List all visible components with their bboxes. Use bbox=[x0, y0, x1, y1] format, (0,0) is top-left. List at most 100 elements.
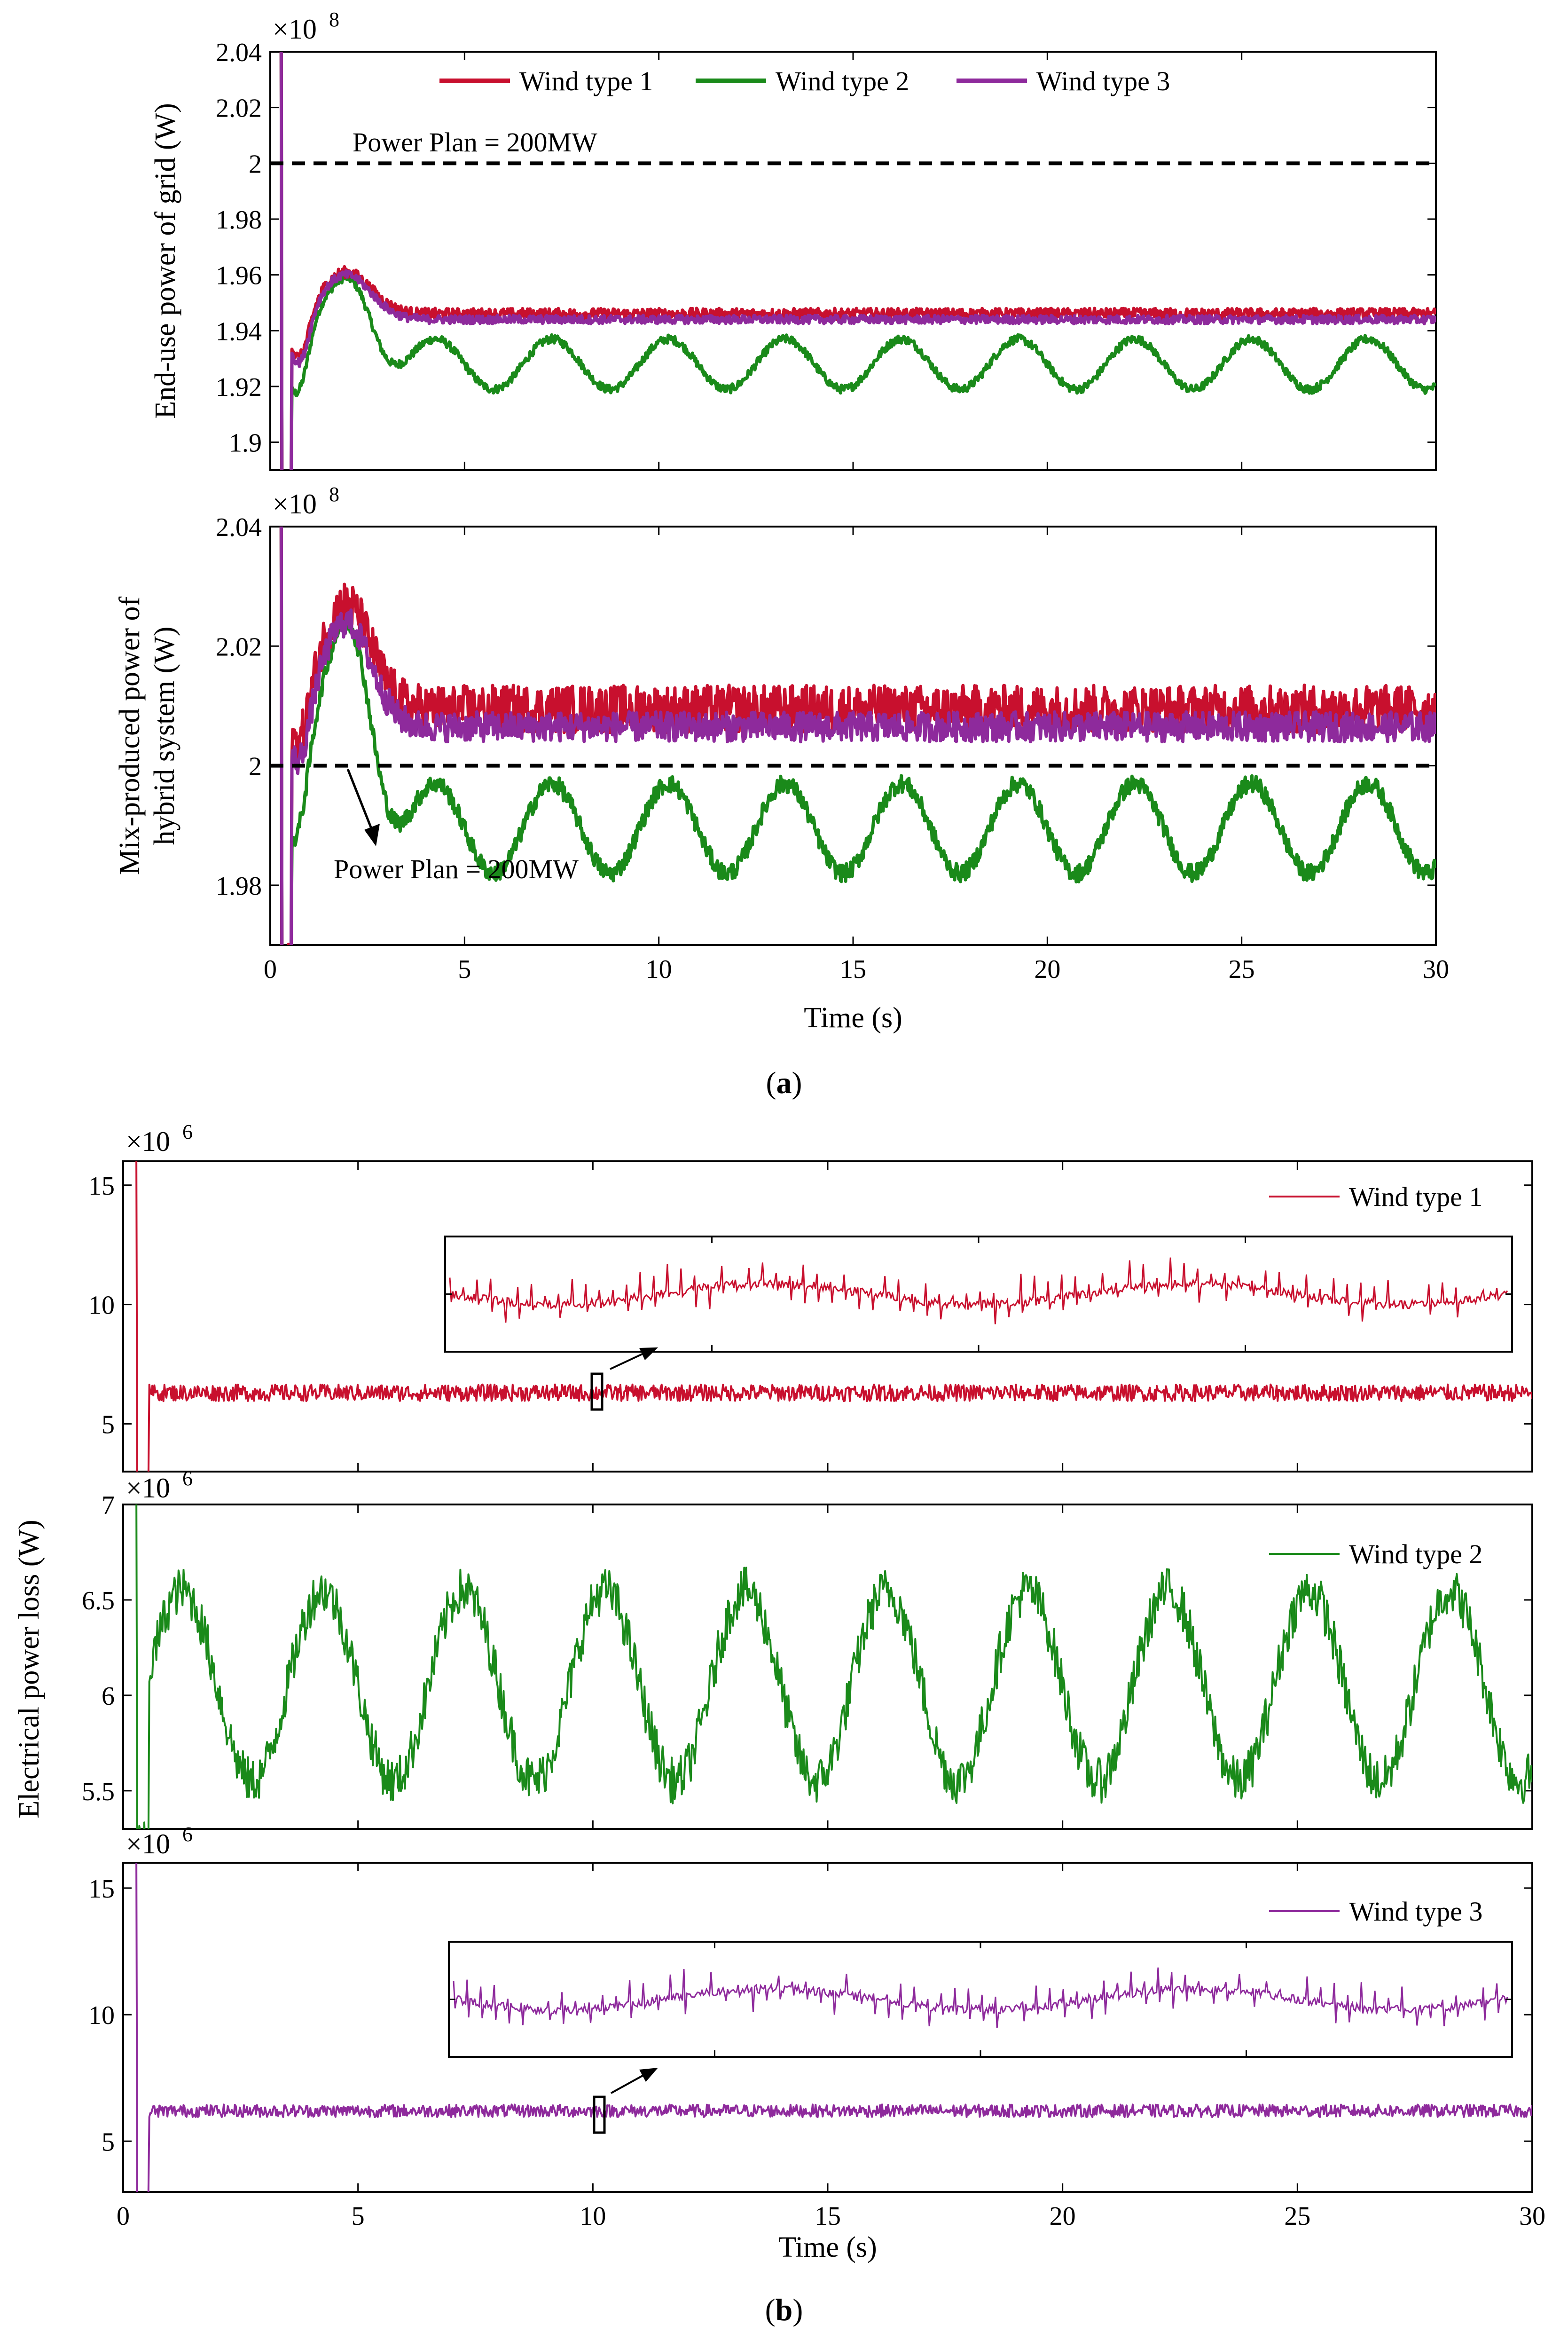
legend-label-b3: Wind type 3 bbox=[1349, 1896, 1482, 1927]
x-tick-label: 15 bbox=[815, 2202, 841, 2231]
plot-b2 bbox=[135, 1504, 1532, 1829]
x-tick-label: 25 bbox=[1284, 2202, 1310, 2231]
y-tick-label: 10 bbox=[88, 2001, 115, 2030]
inset-plot-b3 bbox=[449, 1942, 1512, 2057]
exponent-b2: ×10 bbox=[126, 1473, 170, 1504]
y-tick-label: 1.96 bbox=[216, 261, 262, 291]
legend-b1: Wind type 1 bbox=[1269, 1181, 1482, 1212]
y-tick-label: 2.02 bbox=[216, 632, 262, 662]
series-line bbox=[135, 1161, 1532, 1472]
panel-b1: ×10 6 5 10 15 Wind type 1 bbox=[88, 1120, 1533, 1473]
ylabel-a2-line1: Mix-produced power of bbox=[114, 597, 146, 875]
ticks-b2: 5.5 6 6.5 7 bbox=[82, 1491, 1533, 1829]
legend-b2: Wind type 2 bbox=[1250, 1535, 1523, 1573]
y-tick-label: 1.9 bbox=[229, 429, 262, 458]
x-tick-label: 30 bbox=[1519, 2202, 1545, 2231]
x-tick-label: 10 bbox=[580, 2202, 606, 2231]
y-tick-label: 2.02 bbox=[216, 94, 262, 123]
ticks-b1: 5 10 15 bbox=[88, 1161, 1533, 1472]
exponent-b2-sup: 6 bbox=[182, 1467, 193, 1490]
plot-b1 bbox=[135, 1161, 1532, 1472]
x-tick-label: 5 bbox=[352, 2202, 365, 2231]
y-tick-label: 2.04 bbox=[216, 38, 262, 67]
inset-frame-b3 bbox=[448, 1941, 1513, 2058]
plot-b3 bbox=[135, 1863, 1532, 2192]
series-line bbox=[279, 52, 1436, 470]
panel-b3: ×10 6 0 5 10 15 20 25 30 5 10 15 Wind type 3 Time… bbox=[88, 1823, 1545, 2263]
series-line bbox=[279, 52, 1436, 470]
y-tick-label: 1.94 bbox=[216, 317, 262, 346]
y-tick-label: 1.98 bbox=[216, 872, 262, 901]
ylabel-a1: End-use power of grid (W) bbox=[149, 103, 181, 418]
ticks-a1: 1.9 1.92 1.94 1.96 1.98 2 2.02 2.04 bbox=[216, 38, 1437, 470]
x-tick-label: 20 bbox=[1050, 2202, 1076, 2231]
series-line bbox=[135, 1504, 1532, 1829]
x-tick-label: 10 bbox=[646, 955, 672, 984]
zoom-box-b1 bbox=[590, 1372, 604, 1411]
y-tick-label: 6.5 bbox=[82, 1586, 115, 1615]
y-tick-label: 1.92 bbox=[216, 373, 262, 402]
series-line bbox=[279, 527, 1436, 945]
legend-label-wind1: Wind type 1 bbox=[519, 66, 653, 96]
series-line bbox=[135, 1863, 1532, 2192]
y-tick-label: 10 bbox=[88, 1291, 115, 1320]
exponent-a2-sup: 8 bbox=[329, 483, 339, 506]
annotation-plan-a1: Power Plan = 200MW bbox=[353, 127, 597, 158]
plot-a1 bbox=[270, 52, 1436, 470]
y-tick-label: 5.5 bbox=[82, 1777, 115, 1806]
x-tick-label: 5 bbox=[458, 955, 471, 984]
x-tick-label: 0 bbox=[117, 2202, 130, 2231]
x-tick-label: 20 bbox=[1034, 955, 1060, 984]
exponent-a1-sup: 8 bbox=[329, 8, 339, 31]
plot-a2 bbox=[270, 527, 1436, 945]
exponent-b3: ×10 bbox=[126, 1828, 170, 1859]
legend-b3: Wind type 3 bbox=[1269, 1896, 1482, 1927]
exponent-b1: ×10 bbox=[126, 1126, 170, 1157]
legend-label-wind2: Wind type 2 bbox=[776, 66, 909, 96]
series-line bbox=[279, 527, 1436, 945]
axes-a1 bbox=[269, 51, 1437, 471]
zoom-arrow-b1 bbox=[610, 1347, 658, 1370]
legend-label-b1: Wind type 1 bbox=[1349, 1181, 1482, 1212]
inset-b3 bbox=[448, 1941, 1513, 2058]
y-tick-label: 5 bbox=[102, 1410, 115, 1439]
y-tick-label: 2 bbox=[249, 752, 262, 781]
zoom-arrow-b3 bbox=[611, 2068, 658, 2094]
caption-b: (b) bbox=[765, 2293, 803, 2327]
ticks-a2: 0 5 10 15 20 25 30 1.98 2 2.02 2.04 bbox=[216, 513, 1449, 984]
panel-a1: ×10 8 End-use power of grid (W) 1.91.921… bbox=[149, 8, 1437, 471]
inset-frame-b1 bbox=[444, 1236, 1513, 1353]
inset-series-line bbox=[453, 1967, 1508, 2028]
panel-a2: ×10 8 Mix-produced power of hybrid syste… bbox=[114, 483, 1449, 1034]
panel-b2: ×10 6 5.5 6 6.5 7 Wind type 2 bbox=[82, 1467, 1533, 1830]
y-tick-label: 7 bbox=[102, 1491, 115, 1520]
y-tick-label: 5 bbox=[102, 2127, 115, 2157]
ylabel-a2-line2: hybrid system (W) bbox=[149, 627, 180, 845]
ylabel-b-shared: Electrical power loss (W) bbox=[13, 1520, 45, 1818]
xlabel-b3: Time (s) bbox=[778, 2231, 877, 2263]
y-tick-label: 2 bbox=[249, 150, 262, 179]
ticks-b3: 0 5 10 15 20 25 30 5 10 15 bbox=[88, 1863, 1545, 2231]
annotation-plan-a2: Power Plan = 200MW bbox=[334, 854, 579, 884]
y-tick-label: 15 bbox=[88, 1874, 115, 1904]
legend-label-b2: Wind type 2 bbox=[1349, 1539, 1482, 1569]
y-tick-label: 2.04 bbox=[216, 513, 262, 542]
exponent-b1-sup: 6 bbox=[182, 1120, 193, 1143]
y-tick-label: 6 bbox=[102, 1682, 115, 1711]
caption-a: (a) bbox=[766, 1066, 802, 1100]
annotation-arrow-a2 bbox=[346, 769, 380, 846]
inset-series-line bbox=[449, 1257, 1508, 1324]
legend-a1: Wind type 1 Wind type 2 Wind type 3 bbox=[439, 66, 1170, 96]
exponent-a1: ×10 bbox=[273, 14, 317, 45]
x-tick-label: 15 bbox=[840, 955, 866, 984]
exponent-b3-sup: 6 bbox=[182, 1823, 193, 1846]
x-tick-label: 0 bbox=[264, 955, 277, 984]
zoom-box-b3 bbox=[593, 2095, 606, 2134]
y-tick-label: 1.98 bbox=[216, 205, 262, 235]
legend-label-wind3: Wind type 3 bbox=[1036, 66, 1170, 96]
exponent-a2: ×10 bbox=[273, 488, 317, 520]
x-tick-label: 30 bbox=[1423, 955, 1449, 984]
inset-plot-b1 bbox=[445, 1237, 1512, 1352]
xlabel-a2: Time (s) bbox=[804, 1002, 902, 1034]
